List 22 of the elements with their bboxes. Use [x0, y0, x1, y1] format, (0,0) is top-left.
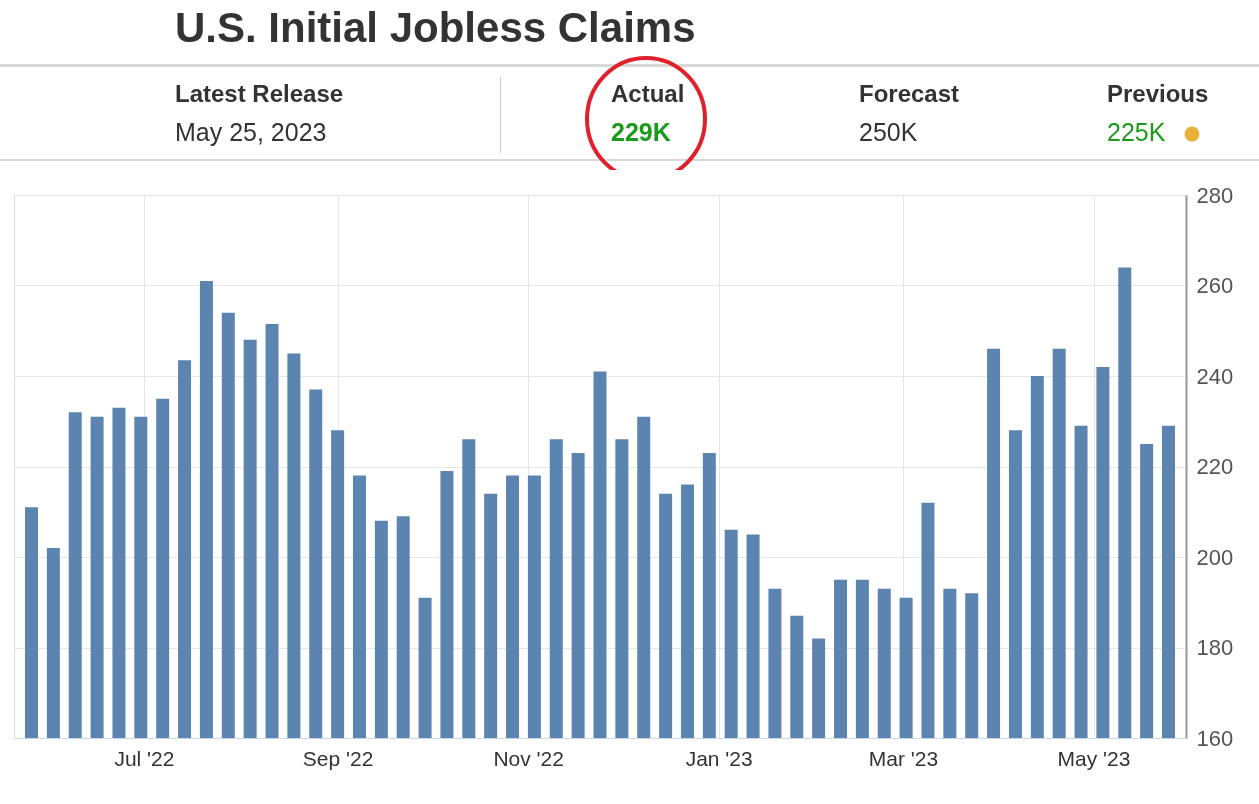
text: Actual — [611, 80, 685, 108]
text: 250K — [859, 118, 918, 147]
text: May 25, 2023 — [175, 118, 327, 147]
text: Latest Release — [175, 80, 344, 108]
text: Forecast — [859, 80, 960, 108]
x-tick-label: May '23 — [1057, 746, 1131, 770]
chart-title: U.S. Initial Jobless Claims — [175, 4, 696, 52]
y-tick-label: 160 — [1196, 725, 1234, 751]
y-tick-label: 260 — [1196, 273, 1234, 298]
x-tick-label: Jul '22 — [114, 746, 175, 770]
x-tick-label: Mar '23 — [868, 746, 939, 770]
text: 225K — [1107, 118, 1166, 147]
y-tick-label: 280 — [1196, 182, 1234, 208]
text: Previous — [1107, 80, 1209, 108]
x-tick-label: Jan '23 — [685, 746, 753, 770]
y-tick-label: 200 — [1196, 544, 1234, 570]
y-tick-label: 220 — [1196, 454, 1234, 479]
y-tick-label: 240 — [1196, 363, 1234, 389]
y-tick-label: 180 — [1196, 635, 1234, 660]
text: 229K — [611, 118, 671, 147]
x-tick-label: Sep '22 — [302, 746, 374, 770]
x-tick-label: Nov '22 — [493, 746, 564, 770]
